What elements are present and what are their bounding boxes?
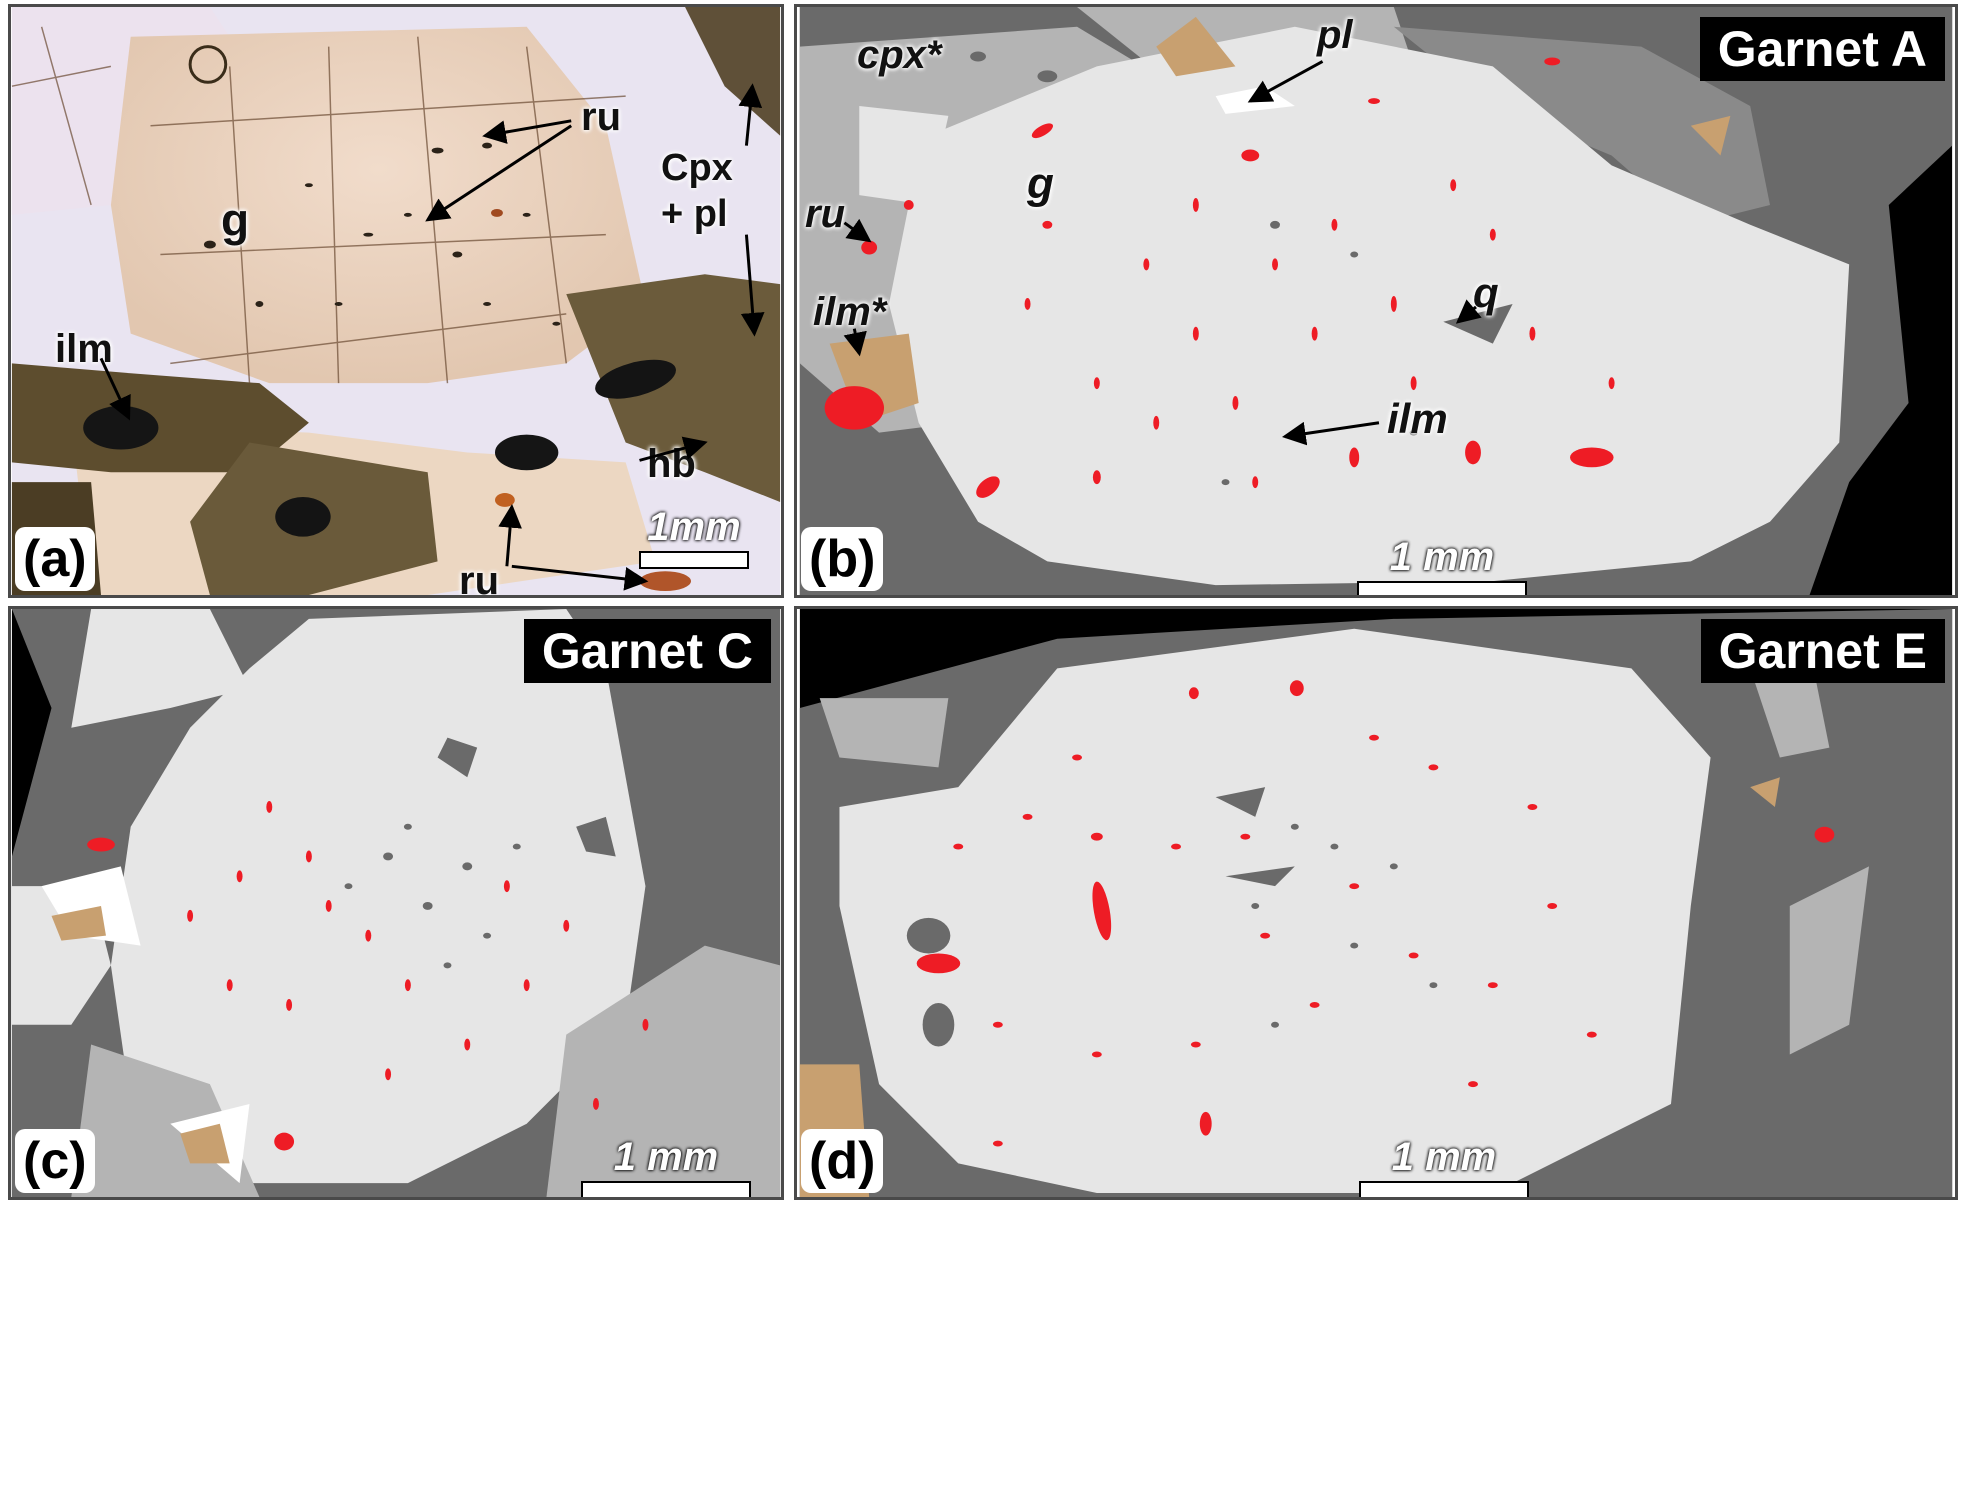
panel-letter-d: (d) (801, 1129, 884, 1193)
label-ru-top: ru (581, 95, 621, 139)
panel-d-garnet-e-map: Garnet E 1 mm (d) (794, 606, 1958, 1200)
label-cpx-star: cpx* (857, 33, 942, 77)
label-ilm: ilm (1387, 395, 1448, 442)
label-ilm: ilm (55, 327, 113, 371)
label-pl: pl (1317, 13, 1353, 57)
panel-a-photomicrograph: ru g Cpx + pl ilm hb ru 1mm (a) (8, 4, 784, 598)
phase-map-garnet-c (11, 609, 781, 1197)
phase-map-garnet-e (799, 609, 1953, 1197)
label-g-garnet: g (1027, 159, 1054, 208)
panel-letter-b: (b) (801, 527, 884, 591)
panel-letter-c: (c) (15, 1129, 95, 1193)
label-g-garnet: g (221, 194, 250, 246)
label-plus-pl: + pl (661, 193, 728, 235)
scale-bar-a: 1mm (639, 507, 749, 569)
scale-bar-c: 1 mm (581, 1137, 751, 1197)
label-hb: hb (647, 442, 696, 486)
panel-d-title: Garnet E (1700, 619, 1945, 683)
scale-bar-d: 1 mm (1359, 1137, 1529, 1197)
panel-c-garnet-c-map: Garnet C 1 mm (c) (8, 606, 784, 1200)
panel-b-title: Garnet A (1699, 17, 1945, 81)
panel-b-garnet-a-map: Garnet A cpx* pl g ru ilm* q ilm 1 mm (b… (794, 4, 1958, 598)
label-ilm-star: ilm* (813, 290, 887, 334)
label-cpx: Cpx (661, 147, 733, 189)
label-q: q (1473, 269, 1499, 316)
panel-c-title: Garnet C (523, 619, 771, 683)
label-ru-bottom: ru (459, 559, 499, 598)
scale-bar-b: 1 mm (1357, 537, 1527, 595)
phase-map-garnet-a (799, 7, 1953, 595)
label-ru: ru (805, 192, 845, 236)
panel-letter-a: (a) (15, 527, 95, 591)
